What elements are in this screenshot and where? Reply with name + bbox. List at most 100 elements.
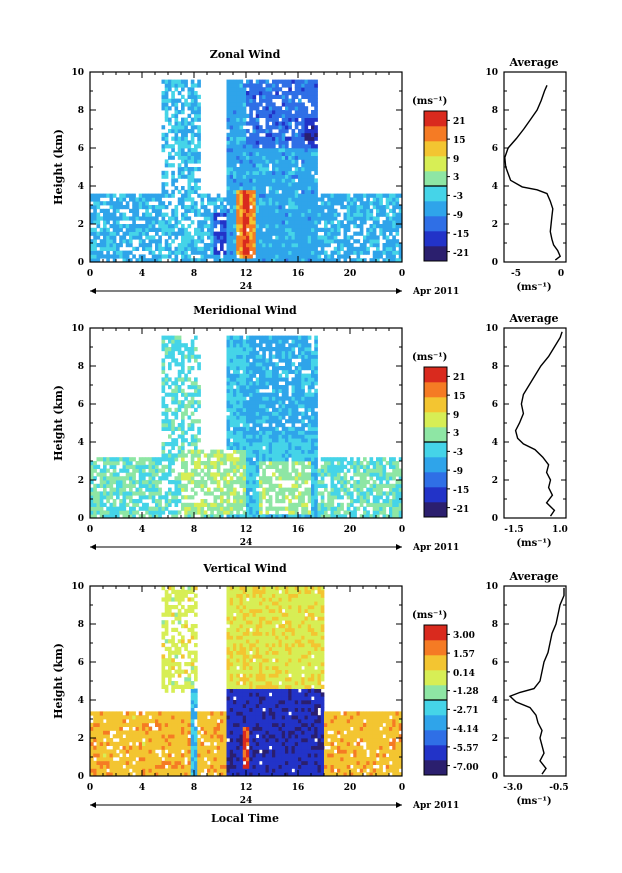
heatmap-cell: [278, 243, 283, 248]
heatmap-cell: [187, 197, 192, 202]
heatmap-cell: [385, 502, 390, 507]
heatmap-cell: [252, 208, 257, 213]
heatmap-cell: [181, 392, 185, 397]
heatmap-cell: [194, 205, 198, 210]
heatmap-cell: [164, 140, 169, 145]
heatmap-cell: [382, 483, 387, 488]
heatmap-cell: [372, 243, 377, 248]
heatmap-cell: [304, 362, 309, 367]
heatmap-cell: [376, 506, 380, 511]
heatmap-cell: [164, 98, 169, 103]
heatmap-cell: [122, 502, 127, 507]
heatmap-cell: [304, 235, 309, 240]
heatmap-cell: [168, 121, 172, 126]
heatmap-cell: [103, 243, 107, 248]
heatmap-cell: [116, 243, 120, 248]
heatmap-cell: [194, 483, 198, 488]
heatmap-cell: [242, 457, 247, 462]
heatmap-cell: [246, 174, 250, 179]
heatmap-cell: [252, 385, 257, 390]
heatmap-cell: [171, 83, 175, 88]
heatmap-cell: [288, 453, 292, 458]
heatmap-cell: [236, 91, 240, 96]
heatmap-plot: 0 4 8 12 16 20 0 0 2 4 6 8 10 Height (km…: [52, 324, 459, 553]
heatmap-cell: [210, 212, 214, 217]
heatmap-cell: [275, 163, 279, 168]
heatmap-cell: [242, 148, 247, 153]
heatmap-cell: [304, 514, 309, 519]
heatmap-cell: [93, 205, 97, 210]
heatmap-cell: [207, 216, 211, 221]
heatmap-cell: [249, 178, 253, 183]
heatmap-cell: [229, 167, 234, 172]
heatmap-cell: [242, 434, 247, 439]
heatmap-cell: [239, 415, 244, 420]
heatmap-cell: [213, 220, 218, 225]
heatmap-cell: [392, 216, 396, 221]
heatmap-cell: [246, 178, 250, 183]
heatmap-cell: [190, 468, 195, 473]
date-label: Apr 2011: [412, 287, 459, 297]
heatmap-cell: [350, 495, 354, 500]
heatmap-cell: [262, 362, 266, 367]
heatmap-cell: [337, 464, 341, 469]
heatmap-cell: [255, 506, 260, 511]
heatmap-cell: [262, 167, 266, 172]
heatmap-cell: [291, 438, 296, 443]
heatmap-cell: [298, 449, 302, 454]
heatmap-cell: [164, 407, 169, 412]
heatmap-cell: [161, 170, 166, 175]
heatmap-cell: [148, 216, 153, 221]
heatmap-cell: [307, 155, 312, 160]
heatmap-cell: [281, 434, 286, 439]
heatmap-cell: [278, 483, 283, 488]
heatmap-cell: [197, 510, 201, 515]
heatmap-cell: [132, 205, 136, 210]
heatmap-cell: [262, 373, 266, 378]
heatmap-cell: [314, 400, 318, 405]
heatmap-cell: [262, 212, 266, 217]
heatmap-cell: [281, 227, 286, 232]
heatmap-cell: [200, 205, 205, 210]
heatmap-cell: [197, 110, 201, 115]
x-tick-label: 8: [191, 269, 197, 279]
heatmap-cell: [294, 212, 299, 217]
heatmap-cell: [106, 246, 110, 251]
heatmap-cell: [220, 476, 224, 481]
heatmap-cell: [301, 246, 305, 251]
heatmap-cell: [307, 186, 312, 191]
heatmap-cell: [285, 442, 289, 447]
heatmap-cell: [135, 197, 140, 202]
heatmap-cell: [330, 480, 335, 485]
heatmap-cell: [99, 749, 104, 754]
heatmap-cell: [398, 258, 403, 263]
heatmap-cell: [229, 343, 234, 348]
heatmap-cell: [99, 457, 104, 462]
heatmap-cell: [301, 426, 305, 431]
heatmap-cell: [246, 430, 250, 435]
heatmap-cell: [288, 159, 292, 164]
heatmap-cell: [294, 235, 299, 240]
heatmap-cell: [333, 506, 338, 511]
heatmap-cell: [301, 358, 305, 363]
profile-unit: (ms⁻¹): [516, 538, 551, 549]
heatmap-cell: [307, 499, 312, 504]
heatmap-cell: [376, 483, 380, 488]
heatmap-cell: [190, 148, 195, 153]
heatmap-cell: [223, 239, 227, 244]
heatmap-cell: [168, 457, 172, 462]
heatmap-cell: [340, 461, 344, 466]
heatmap-cell: [311, 193, 315, 198]
heatmap-cell: [164, 220, 169, 225]
heatmap-cell: [246, 495, 250, 500]
heatmap-plot: 0 4 8 12 16 20 0 0 2 4 6 8 10 Height (km…: [52, 582, 459, 825]
heatmap-cell: [223, 250, 227, 255]
heatmap-cell: [262, 396, 266, 401]
heatmap-cell: [268, 373, 273, 378]
heatmap-cell: [106, 480, 110, 485]
heatmap-cell: [187, 216, 192, 221]
heatmap-cell: [382, 502, 387, 507]
heatmap-cell: [317, 216, 322, 221]
heatmap-cell: [106, 461, 110, 466]
heatmap-cell: [366, 201, 370, 206]
